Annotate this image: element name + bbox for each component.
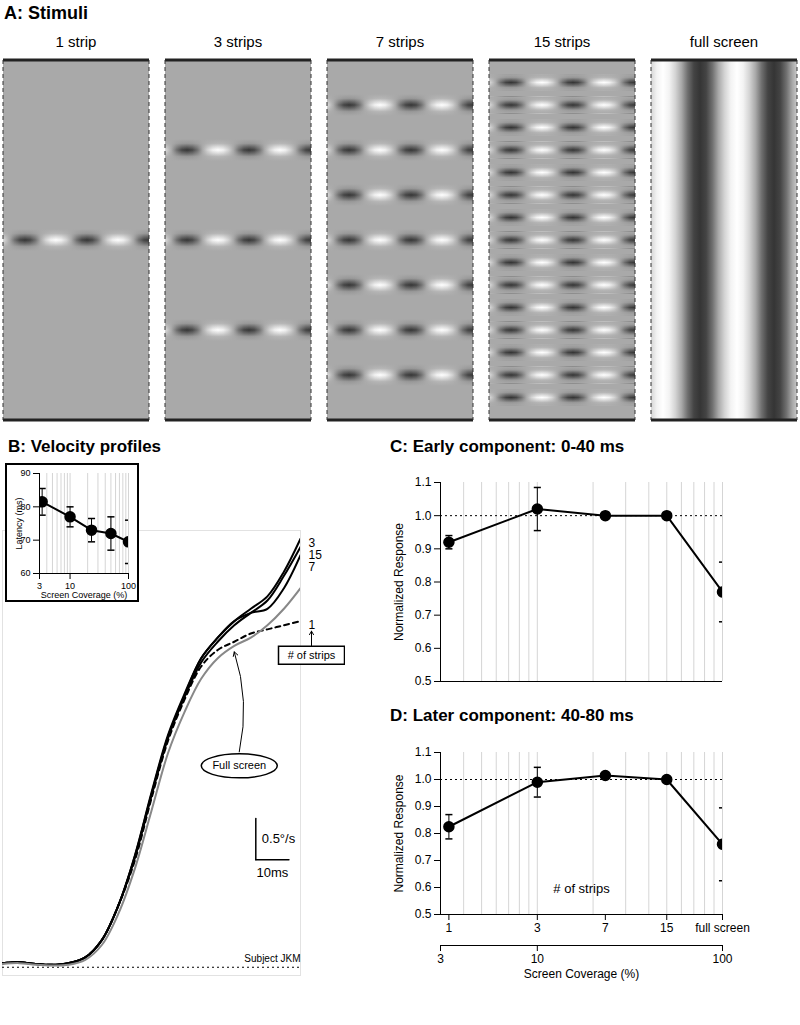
html-text:B: Velocity profiles: B: Velocity profiles bbox=[8, 437, 161, 456]
svg-text:1: 1 bbox=[446, 921, 453, 935]
svg-text:A: Stimuli: A: Stimuli bbox=[4, 3, 88, 23]
html-text:C: Early component: 0-40 ms: C: Early component: 0-40 ms bbox=[390, 437, 625, 456]
svg-text:60: 60 bbox=[20, 568, 30, 578]
svg-text:10: 10 bbox=[65, 580, 76, 591]
html-text:D: Later component: 40-80 ms: D: Later component: 40-80 ms bbox=[390, 706, 634, 725]
svg-text:15: 15 bbox=[308, 547, 322, 562]
svg-text:Screen Coverage (%): Screen Coverage (%) bbox=[524, 967, 639, 981]
svg-text:90: 90 bbox=[20, 468, 30, 478]
svg-text:full screen: full screen bbox=[695, 921, 750, 935]
svg-text:0.7: 0.7 bbox=[415, 853, 432, 867]
svg-text:100: 100 bbox=[712, 952, 732, 966]
svg-text:Screen Coverage (%): Screen Coverage (%) bbox=[41, 590, 128, 600]
svg-text:7: 7 bbox=[602, 921, 609, 935]
svg-text:15 strips: 15 strips bbox=[534, 33, 591, 50]
svg-text:3: 3 bbox=[534, 921, 541, 935]
svg-text:0.5: 0.5 bbox=[415, 674, 432, 688]
svg-text:Normalized Response: Normalized Response bbox=[392, 523, 406, 641]
svg-text:3: 3 bbox=[308, 535, 316, 550]
svg-text:7: 7 bbox=[309, 560, 316, 574]
svg-text:1: 1 bbox=[309, 618, 316, 632]
svg-text:0.7: 0.7 bbox=[415, 608, 432, 622]
svg-text:1.1: 1.1 bbox=[415, 475, 432, 489]
svg-text:10ms: 10ms bbox=[256, 865, 288, 880]
svg-text:1.0: 1.0 bbox=[415, 509, 432, 523]
svg-text:0.9: 0.9 bbox=[415, 542, 432, 556]
svg-text:0.8: 0.8 bbox=[415, 826, 432, 840]
svg-text:full screen: full screen bbox=[690, 33, 758, 50]
svg-text:15: 15 bbox=[660, 921, 674, 935]
svg-text:0.8: 0.8 bbox=[415, 575, 432, 589]
svg-text:1 strip: 1 strip bbox=[56, 33, 97, 50]
svg-text:0.6: 0.6 bbox=[415, 641, 432, 655]
svg-text:3 strips: 3 strips bbox=[214, 33, 262, 50]
svg-text:0.5: 0.5 bbox=[415, 907, 432, 921]
svg-text:7 strips: 7 strips bbox=[376, 33, 424, 50]
svg-text:3: 3 bbox=[437, 952, 444, 966]
svg-text:70: 70 bbox=[20, 535, 31, 545]
svg-text:0.5°/s: 0.5°/s bbox=[262, 831, 296, 846]
svg-text:100: 100 bbox=[121, 580, 136, 591]
svg-text:80: 80 bbox=[20, 501, 31, 512]
svg-text:1.1: 1.1 bbox=[415, 745, 432, 759]
svg-text:0.6: 0.6 bbox=[415, 880, 432, 894]
svg-text:Full screen: Full screen bbox=[212, 759, 266, 771]
svg-text:Subject JKM: Subject JKM bbox=[244, 953, 300, 964]
svg-text:# of strips: # of strips bbox=[553, 881, 610, 896]
svg-text:Latency (ms): Latency (ms) bbox=[14, 497, 24, 549]
svg-text:1.0: 1.0 bbox=[415, 772, 432, 786]
svg-text:10: 10 bbox=[531, 952, 545, 966]
svg-text:3: 3 bbox=[37, 580, 42, 591]
svg-text:# of strips: # of strips bbox=[288, 649, 336, 661]
svg-text:Normalized Response: Normalized Response bbox=[392, 774, 406, 892]
svg-text:0.9: 0.9 bbox=[415, 799, 432, 813]
